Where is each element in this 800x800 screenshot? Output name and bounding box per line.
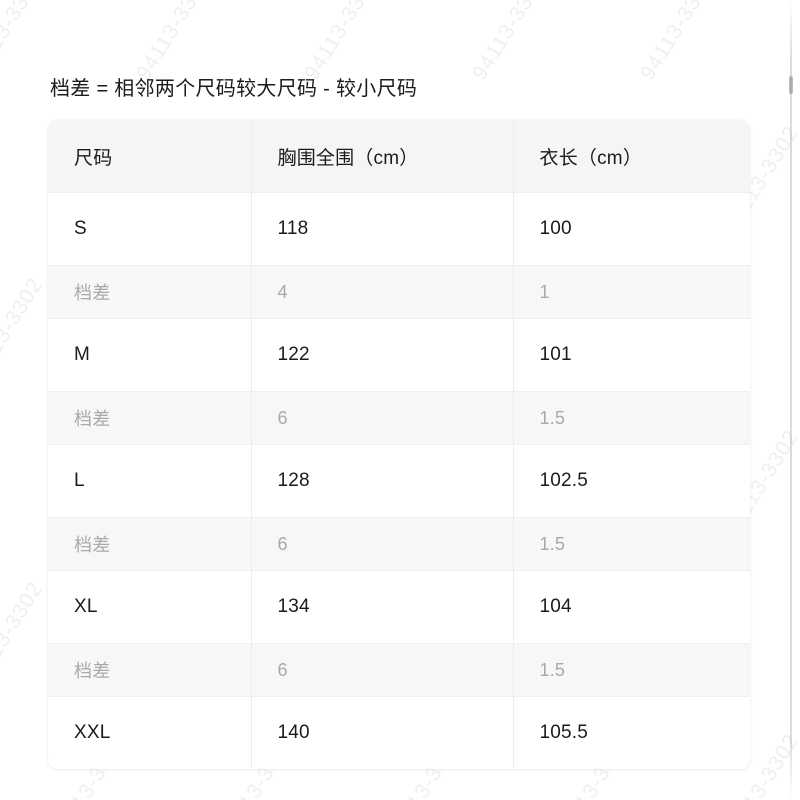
watermark-text: 94113-3302: [0, 0, 48, 85]
watermark-text: 94113-3302: [132, 0, 216, 85]
scrollbar-thumb[interactable]: [789, 76, 793, 94]
watermark-text: 94113-3302: [0, 577, 48, 693]
cell-bust: 122: [251, 318, 514, 392]
watermark-text: 94113-3302: [0, 273, 48, 389]
size-table-card: 尺码 胸围全围（cm） 衣长（cm） S 118 100 档差 4 1 M 122 101 档差 6…: [48, 120, 750, 769]
cell-size: M: [48, 318, 252, 392]
table-row: XXL 140 105.5: [48, 696, 750, 769]
size-table-body: S 118 100 档差 4 1 M 122 101 档差 6 1.5 L 128 102.5 档差 6 1.5 X…: [48, 192, 750, 769]
size-chart-note: 档差 = 相邻两个尺码较大尺码 - 较小尺码: [50, 78, 418, 100]
size-table: 尺码 胸围全围（cm） 衣长（cm） S 118 100 档差 4 1 M 122 101 档差 6…: [48, 120, 750, 769]
cell-size: XXL: [48, 696, 252, 769]
cell-bust: 140: [251, 696, 514, 769]
cell-length: 1: [513, 265, 750, 319]
table-header-row: 尺码 胸围全围（cm） 衣长（cm）: [48, 120, 750, 193]
cell-bust: 118: [251, 192, 514, 266]
cell-bust: 134: [251, 570, 514, 644]
watermark-text: 94113-3302: [300, 0, 384, 85]
cell-length: 104: [513, 570, 750, 644]
cell-size: XL: [48, 570, 252, 644]
cell-size: 档差: [48, 265, 252, 319]
cell-bust: 6: [251, 391, 514, 445]
cell-length: 102.5: [513, 444, 750, 518]
table-row: M 122 101: [48, 318, 750, 392]
cell-length: 101: [513, 318, 750, 392]
cell-size: 档差: [48, 517, 252, 571]
table-row: S 118 100: [48, 192, 750, 266]
cell-bust: 6: [251, 517, 514, 571]
table-row: 档差 4 1: [48, 265, 750, 319]
table-row: 档差 6 1.5: [48, 643, 750, 697]
table-row: 档差 6 1.5: [48, 517, 750, 571]
cell-bust: 128: [251, 444, 514, 518]
cell-bust: 6: [251, 643, 514, 697]
cell-size: 档差: [48, 643, 252, 697]
cell-size: S: [48, 192, 252, 266]
size-table-header: 尺码 胸围全围（cm） 衣长（cm）: [48, 120, 750, 193]
column-header-bust: 胸围全围（cm）: [251, 120, 514, 193]
table-row: L 128 102.5: [48, 444, 750, 518]
page-right-edge: [790, 0, 792, 800]
cell-bust: 4: [251, 265, 514, 319]
cell-size: L: [48, 444, 252, 518]
cell-length: 105.5: [513, 696, 750, 769]
cell-length: 100: [513, 192, 750, 266]
table-row: XL 134 104: [48, 570, 750, 644]
cell-size: 档差: [48, 391, 252, 445]
cell-length: 1.5: [513, 517, 750, 571]
watermark-text: 94113-3302: [636, 0, 720, 85]
cell-length: 1.5: [513, 643, 750, 697]
table-row: 档差 6 1.5: [48, 391, 750, 445]
watermark-text: 94113-3302: [468, 0, 552, 85]
column-header-size: 尺码: [48, 120, 252, 193]
cell-length: 1.5: [513, 391, 750, 445]
column-header-length: 衣长（cm）: [513, 120, 750, 193]
